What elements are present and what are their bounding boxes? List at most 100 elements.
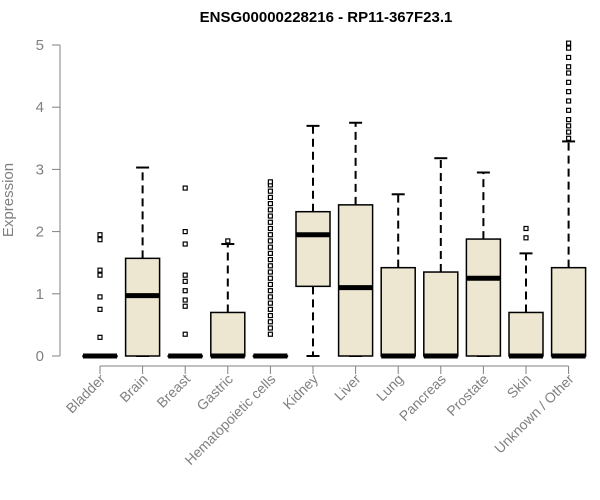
outlier-point xyxy=(267,306,273,312)
outlier-point xyxy=(97,232,103,238)
outlier-point xyxy=(182,241,188,247)
x-tick-label: Bladder xyxy=(63,371,109,417)
outlier-point xyxy=(267,179,273,185)
outlier-point xyxy=(267,263,273,269)
outlier-point xyxy=(267,331,273,337)
outlier-point xyxy=(565,64,572,70)
outlier-point xyxy=(267,325,273,331)
outlier-point xyxy=(97,334,103,340)
outlier-point xyxy=(267,312,273,319)
outlier-point xyxy=(97,272,103,278)
outlier-point xyxy=(267,238,273,244)
outlier-point xyxy=(182,272,188,278)
box-skin xyxy=(508,225,544,359)
box-iqr xyxy=(295,210,331,288)
outlier-point xyxy=(267,213,273,219)
box-iqr xyxy=(465,238,502,357)
outlier-point xyxy=(225,238,231,244)
x-tick-label: Brain xyxy=(116,371,150,405)
x-tick-label: Unknown / Other xyxy=(491,371,577,457)
outlier-point xyxy=(267,275,273,281)
box-liver xyxy=(337,121,374,357)
x-tick-label: Pancreas xyxy=(396,371,449,424)
outlier-point xyxy=(182,185,188,191)
box-bladder xyxy=(82,232,118,359)
box-iqr xyxy=(550,266,587,357)
outlier-point xyxy=(267,219,273,225)
outlier-point xyxy=(267,194,273,200)
outlier-point xyxy=(267,207,273,213)
x-tick-label: Prostate xyxy=(443,371,491,419)
outlier-point xyxy=(182,297,188,303)
outlier-point xyxy=(182,303,188,309)
box-gastric xyxy=(210,238,246,359)
outlier-point xyxy=(182,278,188,284)
box-iqr xyxy=(380,266,416,357)
chart-title: ENSG00000228216 - RP11-367F23.1 xyxy=(200,9,453,26)
x-tick-label: Lung xyxy=(373,371,406,404)
outlier-point xyxy=(565,40,572,46)
box-pancreas xyxy=(423,157,459,359)
y-tick-label: 5 xyxy=(36,37,44,54)
outlier-point xyxy=(267,188,273,194)
box-iqr xyxy=(423,271,459,357)
box-iqr xyxy=(124,257,161,357)
outlier-point xyxy=(267,256,273,263)
outlier-point xyxy=(267,269,273,275)
outlier-point xyxy=(267,225,273,232)
box-kidney xyxy=(295,124,331,357)
outlier-point xyxy=(97,267,103,273)
y-tick-label: 1 xyxy=(36,286,44,303)
outlier-point xyxy=(565,129,572,135)
outlier-point xyxy=(523,225,529,232)
x-tick-label: Liver xyxy=(331,371,364,404)
outlier-point xyxy=(267,232,273,238)
outlier-point xyxy=(182,331,188,337)
x-tick-label: Gastric xyxy=(193,371,236,414)
x-tick-label: Breast xyxy=(153,371,193,411)
outlier-point xyxy=(267,250,273,256)
outlier-point xyxy=(565,135,572,141)
box-iqr xyxy=(210,311,246,357)
box-brain xyxy=(124,166,161,357)
outlier-point xyxy=(97,294,103,300)
y-tick-label: 0 xyxy=(36,348,44,365)
outlier-point xyxy=(97,306,103,312)
outlier-point xyxy=(182,229,188,235)
outlier-point xyxy=(267,319,273,325)
y-tick-label: 2 xyxy=(36,224,44,241)
outlier-point xyxy=(267,300,273,306)
x-tick-label: Skin xyxy=(504,371,535,402)
y-tick-label: 4 xyxy=(36,99,44,116)
y-axis-label: Expression xyxy=(0,163,17,237)
box-iqr xyxy=(508,311,544,357)
y-axis: 0 1 2 3 4 5 xyxy=(36,37,61,365)
outlier-point xyxy=(565,89,572,95)
outlier-point xyxy=(267,294,273,300)
outlier-point xyxy=(565,70,572,76)
y-tick-label: 3 xyxy=(36,161,44,178)
outlier-point xyxy=(523,235,529,241)
box-unknown-other xyxy=(550,40,587,359)
outlier-point xyxy=(565,107,572,113)
box-series xyxy=(82,40,587,359)
outlier-point xyxy=(182,288,188,294)
outlier-point xyxy=(565,45,572,51)
outlier-point xyxy=(267,288,273,294)
box-hematopoietic-cells xyxy=(252,179,289,359)
box-breast xyxy=(167,185,203,359)
outlier-point xyxy=(565,79,572,85)
outlier-point xyxy=(565,117,572,123)
outlier-point xyxy=(565,54,572,61)
box-prostate xyxy=(465,171,502,357)
outlier-point xyxy=(565,98,572,104)
outlier-point xyxy=(267,281,273,288)
outlier-point xyxy=(267,244,273,250)
outlier-point xyxy=(565,123,572,129)
x-tick-label: Kidney xyxy=(280,371,322,413)
outlier-point xyxy=(267,201,273,207)
outlier-point xyxy=(97,237,103,243)
